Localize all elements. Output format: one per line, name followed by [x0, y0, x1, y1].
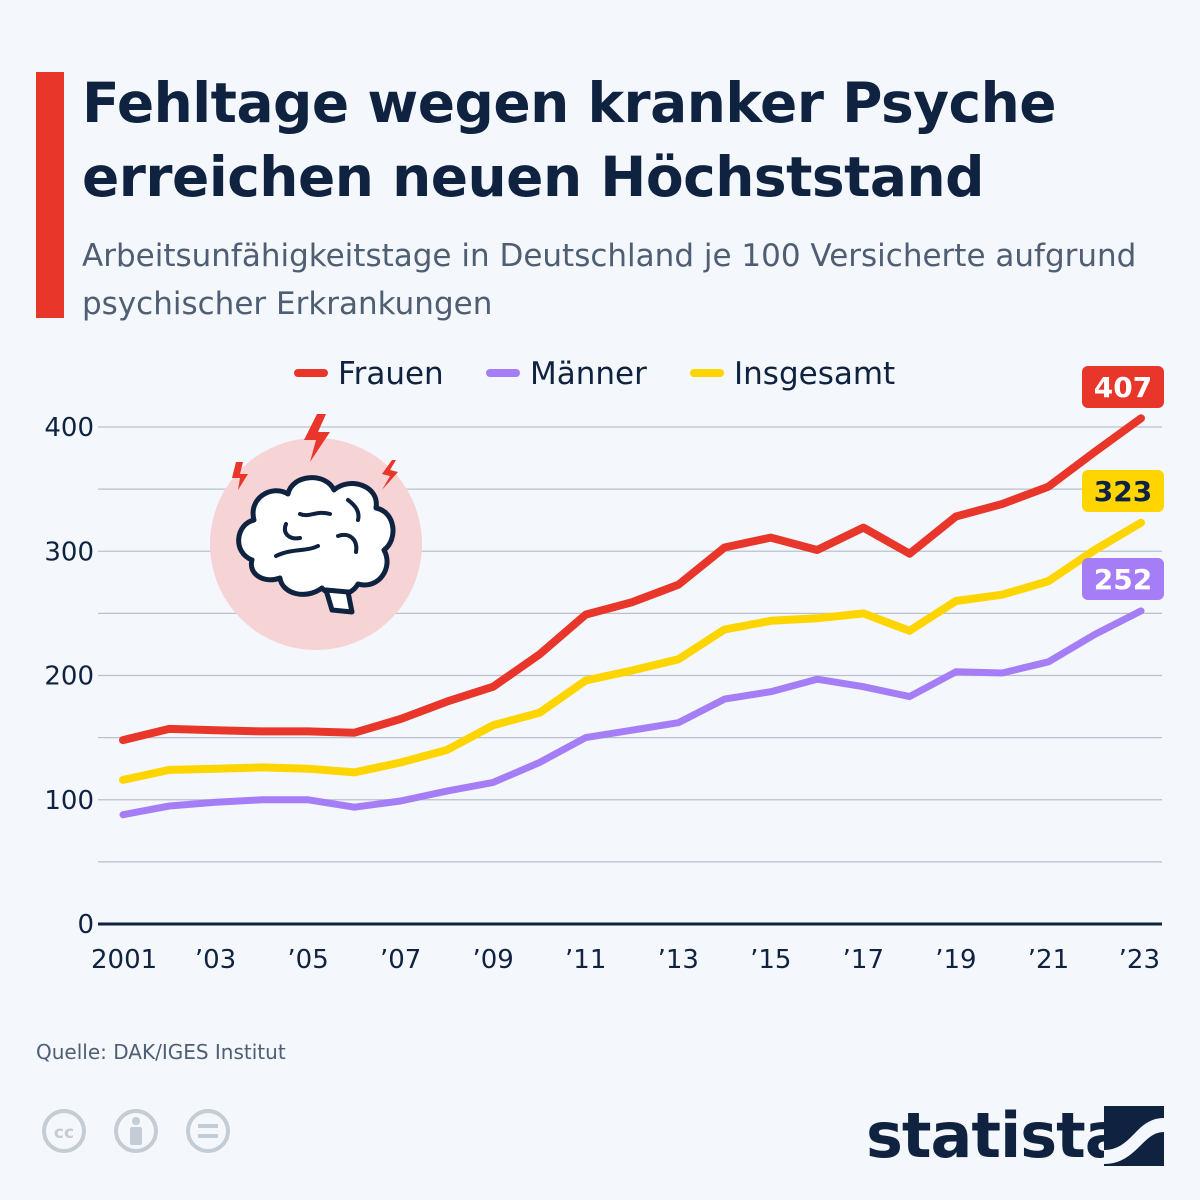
y-tick-label: 300: [44, 537, 94, 567]
x-tick-label: ’11: [565, 945, 606, 975]
accent-bar: [36, 72, 64, 318]
end-value-labels: 407 252 323: [1082, 366, 1164, 600]
chart-title: Fehltage wegen kranker Psyche erreichen …: [82, 71, 1057, 209]
series-line-männer: [119, 607, 1145, 819]
legend-label: Insgesamt: [734, 356, 895, 392]
legend-label: Männer: [530, 356, 647, 392]
svg-text:cc: cc: [54, 1123, 74, 1143]
series-line-insgesamt: [119, 518, 1145, 784]
brain-stress-icon: [210, 414, 422, 650]
y-tick-label: 400: [44, 413, 94, 443]
legend-item: Frauen: [294, 356, 444, 392]
end-label-value: 407: [1094, 371, 1152, 404]
brand-logo-icon: [1104, 1106, 1164, 1166]
end-label-value: 252: [1094, 563, 1152, 596]
line-chart: Frauen Männer Insgesamt 0 100 200 300 400 2001…: [44, 356, 1164, 975]
legend-label: Frauen: [338, 356, 444, 392]
end-label-insgesamt: 323: [1082, 470, 1164, 512]
end-label-badge: [1082, 558, 1164, 600]
y-axis-ticks: 0 100 200 300 400: [44, 413, 94, 940]
end-label-frauen: 407: [1082, 366, 1164, 408]
x-tick-label: 2001: [91, 945, 157, 975]
x-tick-label: ’21: [1028, 945, 1069, 975]
x-tick-label: ’13: [658, 945, 699, 975]
x-tick-label: ’07: [380, 945, 421, 975]
attribution-icon: [114, 1109, 158, 1153]
x-tick-label: ’17: [843, 945, 884, 975]
brand-logo-text: statista: [866, 1099, 1127, 1172]
series-line-frauen: [119, 414, 1145, 745]
y-tick-label: 100: [44, 786, 94, 816]
x-tick-label: ’23: [1119, 945, 1160, 975]
chart-subtitle: Arbeitsunfähigkeitstage in Deutschland j…: [82, 238, 1137, 322]
legend-item: Männer: [486, 356, 647, 392]
end-label-männer: 252: [1082, 558, 1164, 600]
series-lines: [119, 414, 1145, 819]
x-tick-label: ’09: [473, 945, 514, 975]
y-tick-label: 0: [77, 910, 94, 940]
x-tick-label: ’03: [195, 945, 236, 975]
x-tick-label: ’05: [287, 945, 328, 975]
no-derivatives-icon: [186, 1109, 230, 1153]
y-tick-label: 200: [44, 662, 94, 692]
end-label-badge: [1082, 470, 1164, 512]
license-icons: cc: [42, 1109, 230, 1153]
x-axis-ticks: 2001 ’03 ’05 ’07 ’09 ’11 ’13 ’15 ’17 ’19 ’21 ’23: [91, 945, 1160, 975]
end-label-badge: [1082, 366, 1164, 408]
x-tick-label: ’19: [935, 945, 976, 975]
legend: Frauen Männer Insgesamt: [294, 356, 895, 392]
end-label-value: 323: [1094, 475, 1152, 508]
cc-icon: cc: [42, 1109, 86, 1153]
source-note: Quelle: DAK/IGES Institut: [36, 1040, 286, 1064]
x-tick-label: ’15: [750, 945, 791, 975]
legend-item: Insgesamt: [690, 356, 895, 392]
